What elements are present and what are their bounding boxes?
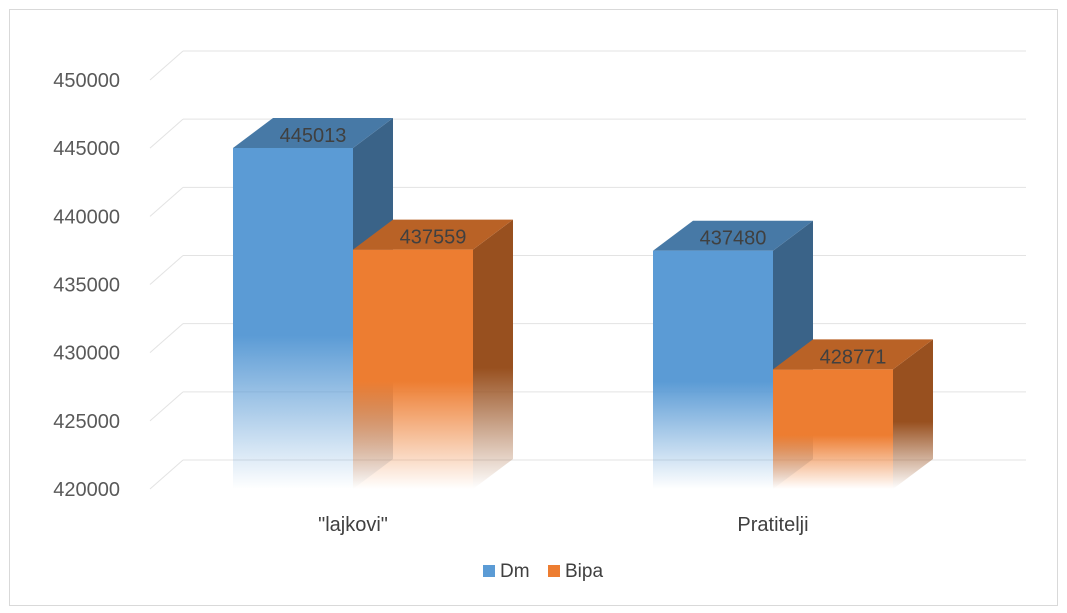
- bar-dm-0: 445013: [233, 117, 393, 489]
- x-category-label: "lajkovi": [318, 514, 388, 536]
- y-tick-label: 450000: [53, 70, 120, 92]
- x-category-label: Pratitelji: [737, 514, 808, 536]
- bar-bipa-0: 437559: [353, 219, 513, 489]
- data-label: 437480: [700, 228, 767, 250]
- bars: 445013 437559 437480 428771: [233, 117, 933, 489]
- bar-top: [773, 339, 933, 370]
- bar-front: [773, 369, 893, 489]
- gridline-depth: [149, 459, 184, 490]
- chart-frame: [9, 9, 1058, 606]
- bar-bipa-1: 428771: [773, 339, 933, 489]
- x-axis-categories: "lajkovi" Pratitelji: [318, 514, 808, 536]
- legend-swatch: [483, 565, 495, 577]
- gridline-depth: [149, 391, 184, 422]
- bar-top: [653, 220, 813, 251]
- y-tick-label: 440000: [53, 206, 120, 228]
- y-axis-ticks: 420000 425000 430000 435000 440000 445000 4500…: [53, 70, 120, 501]
- gridline-depth: [149, 255, 184, 285]
- bar-front: [353, 249, 473, 489]
- y-tick-label: 425000: [53, 411, 120, 433]
- legend-swatch: [548, 565, 560, 577]
- legend-label: Dm: [500, 561, 530, 582]
- bar-top: [233, 117, 393, 148]
- gridline-depth: [149, 323, 184, 354]
- gridline-depth: [149, 186, 184, 217]
- legend-label: Bipa: [565, 561, 603, 582]
- y-tick-label: 420000: [53, 479, 120, 501]
- gridline-depth: [149, 118, 184, 149]
- y-tick-label: 435000: [53, 275, 120, 297]
- data-label: 437559: [400, 227, 467, 249]
- bar-side: [473, 219, 513, 489]
- y-tick-label: 430000: [53, 343, 120, 365]
- bar-front: [653, 250, 773, 489]
- y-tick-label: 445000: [53, 138, 120, 160]
- bar-side: [893, 339, 933, 489]
- bar-top: [353, 219, 513, 250]
- gridline-depth: [149, 50, 184, 81]
- bar-front: [233, 147, 353, 489]
- data-label: 428771: [820, 346, 887, 368]
- data-label: 445013: [280, 125, 347, 147]
- legend: Dm Bipa: [483, 561, 603, 582]
